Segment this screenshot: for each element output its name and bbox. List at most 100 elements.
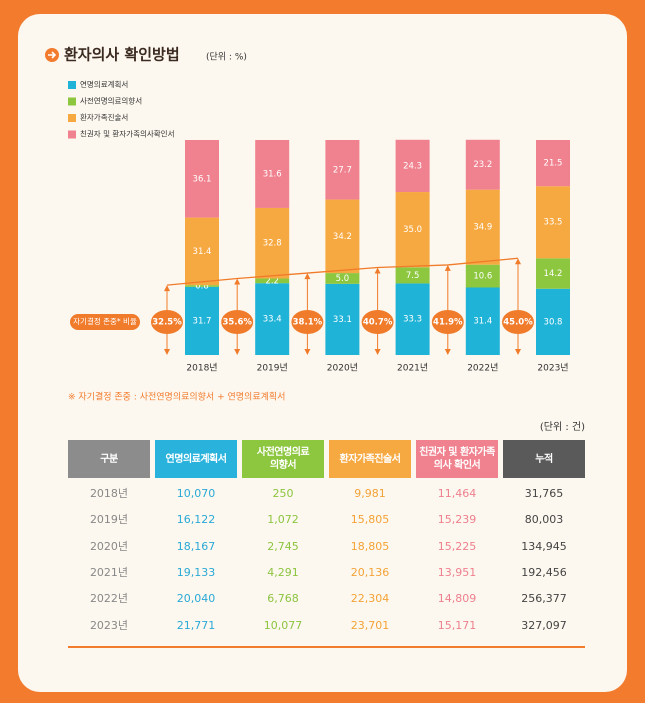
x-tick-label: 2022년 bbox=[467, 363, 498, 374]
table-cell: 15,171 bbox=[437, 618, 477, 632]
ratio-name-pill bbox=[70, 314, 140, 330]
ratio-label: 35.6% bbox=[222, 318, 252, 328]
table-cell: 9,981 bbox=[354, 487, 386, 500]
table-cell: 11,464 bbox=[437, 487, 477, 500]
table-cell: 19,133 bbox=[176, 565, 216, 579]
x-tick-label: 2019년 bbox=[257, 363, 288, 374]
bar-segment bbox=[325, 283, 360, 355]
legend-label: 연명의료계획서 bbox=[80, 79, 128, 89]
table-header: 사전연명의료 의향서 bbox=[242, 440, 324, 478]
legend-swatch bbox=[68, 97, 76, 106]
table-cell: 6,768 bbox=[267, 592, 299, 606]
bar-segment bbox=[536, 258, 570, 289]
table-cell: 15,805 bbox=[350, 513, 390, 527]
table-cell: 31,765 bbox=[524, 487, 564, 500]
bar-value-label: 31.7 bbox=[193, 316, 212, 326]
bar-value-label: 7.5 bbox=[406, 271, 420, 281]
table-cell: 15,225 bbox=[437, 539, 477, 553]
table-cell: 20,136 bbox=[350, 565, 390, 579]
bar-segment bbox=[395, 139, 430, 193]
bar-segment bbox=[185, 217, 219, 286]
x-tick-label: 2023년 bbox=[537, 363, 568, 374]
bar-value-label: 33.4 bbox=[263, 315, 282, 325]
bar-segment bbox=[255, 140, 290, 208]
bar-value-label: 23.2 bbox=[473, 160, 492, 170]
table-cell: 10,077 bbox=[263, 618, 303, 632]
table-cell: 2020년 bbox=[89, 539, 129, 553]
ratio-label: 45.0% bbox=[503, 318, 533, 328]
bar-value-label: 35.0 bbox=[403, 225, 422, 235]
bar-value-label: 27.7 bbox=[333, 165, 352, 175]
table-cell: 80,003 bbox=[524, 513, 564, 527]
ratio-badge bbox=[361, 310, 394, 334]
table-header: 연명의료계획서 bbox=[155, 440, 237, 478]
ratio-name: 자기결정 존중* 비율 bbox=[73, 316, 137, 326]
ratio-label: 38.1% bbox=[293, 318, 323, 328]
note: ※ 자기결정 존중 : 사전연명의료의향서 + 연명의료계획서 bbox=[68, 391, 285, 403]
table-cell: 256,377 bbox=[521, 592, 567, 606]
bar-value-label: 31.6 bbox=[263, 169, 282, 179]
bar-segment bbox=[185, 286, 219, 355]
table-cell: 1,072 bbox=[267, 513, 299, 527]
table-header: 구분 bbox=[68, 440, 150, 478]
legend-swatch bbox=[68, 81, 76, 89]
bar-value-label: 31.4 bbox=[473, 317, 492, 327]
ratio-label: 40.7% bbox=[363, 318, 393, 328]
table-cell: 15,239 bbox=[437, 513, 477, 527]
title-icon-arrow bbox=[48, 51, 57, 59]
x-tick-label: 2020년 bbox=[327, 363, 358, 374]
bar-value-label: 21.5 bbox=[544, 159, 563, 169]
table-cell: 10,070 bbox=[176, 487, 216, 500]
table-header: 누적 bbox=[503, 440, 585, 478]
table-cell: 20,040 bbox=[176, 592, 216, 606]
table-cell: 16,122 bbox=[176, 513, 216, 527]
bar-segment bbox=[395, 267, 430, 284]
bar-segment bbox=[536, 288, 570, 355]
bar-segment bbox=[185, 140, 219, 218]
bar-segment bbox=[395, 192, 430, 268]
ratio-label: 41.9% bbox=[433, 318, 463, 328]
table-cell: 14,809 bbox=[437, 592, 477, 606]
table-rule bbox=[68, 646, 585, 648]
legend-label: 사전연명의료의향서 bbox=[80, 96, 142, 106]
bar-value-label: 33.1 bbox=[333, 315, 352, 325]
x-tick-label: 2018년 bbox=[186, 363, 217, 374]
bar-segment bbox=[255, 283, 290, 355]
bar-value-label: 24.3 bbox=[403, 161, 422, 171]
ratio-badge bbox=[431, 310, 464, 334]
bar-value-label: 36.1 bbox=[193, 174, 212, 184]
bar-value-label: 14.2 bbox=[544, 269, 563, 279]
table-cell: 327,097 bbox=[521, 618, 567, 632]
chart-title: 환자의사 확인방법 bbox=[64, 46, 180, 64]
table-cell: 250 bbox=[272, 487, 294, 500]
ratio-badge bbox=[221, 310, 254, 334]
table-cell: 2021년 bbox=[89, 565, 129, 579]
bar-value-label: 31.4 bbox=[193, 247, 212, 257]
table-cell: 2018년 bbox=[89, 487, 129, 500]
ratio-label: 32.5% bbox=[152, 318, 182, 328]
table-cell: 2,745 bbox=[267, 539, 299, 553]
table-cell: 23,701 bbox=[350, 618, 390, 632]
bar-value-label: 33.3 bbox=[403, 315, 422, 325]
table-cell: 2022년 bbox=[89, 592, 129, 606]
legend-swatch bbox=[68, 130, 76, 139]
table-cell: 18,167 bbox=[176, 539, 216, 553]
bar-segment bbox=[465, 264, 500, 288]
bar-value-label: 0.8 bbox=[195, 281, 209, 291]
table-cell: 134,945 bbox=[521, 539, 567, 553]
panel bbox=[18, 14, 627, 692]
table-header: 친권자 및 환자가족 의사 확인서 bbox=[416, 440, 498, 478]
bar-segment bbox=[325, 199, 360, 274]
bar-segment bbox=[325, 140, 360, 200]
bar-value-label: 30.8 bbox=[544, 317, 563, 327]
bar-value-label: 5.0 bbox=[336, 274, 350, 284]
ratio-badge bbox=[291, 310, 324, 334]
bar-segment bbox=[465, 139, 500, 190]
bar-segment bbox=[465, 287, 500, 355]
bar-value-label: 10.6 bbox=[473, 272, 492, 282]
bar-value-label: 34.2 bbox=[333, 232, 352, 242]
x-tick-label: 2021년 bbox=[397, 363, 428, 374]
bar-segment bbox=[465, 189, 500, 265]
